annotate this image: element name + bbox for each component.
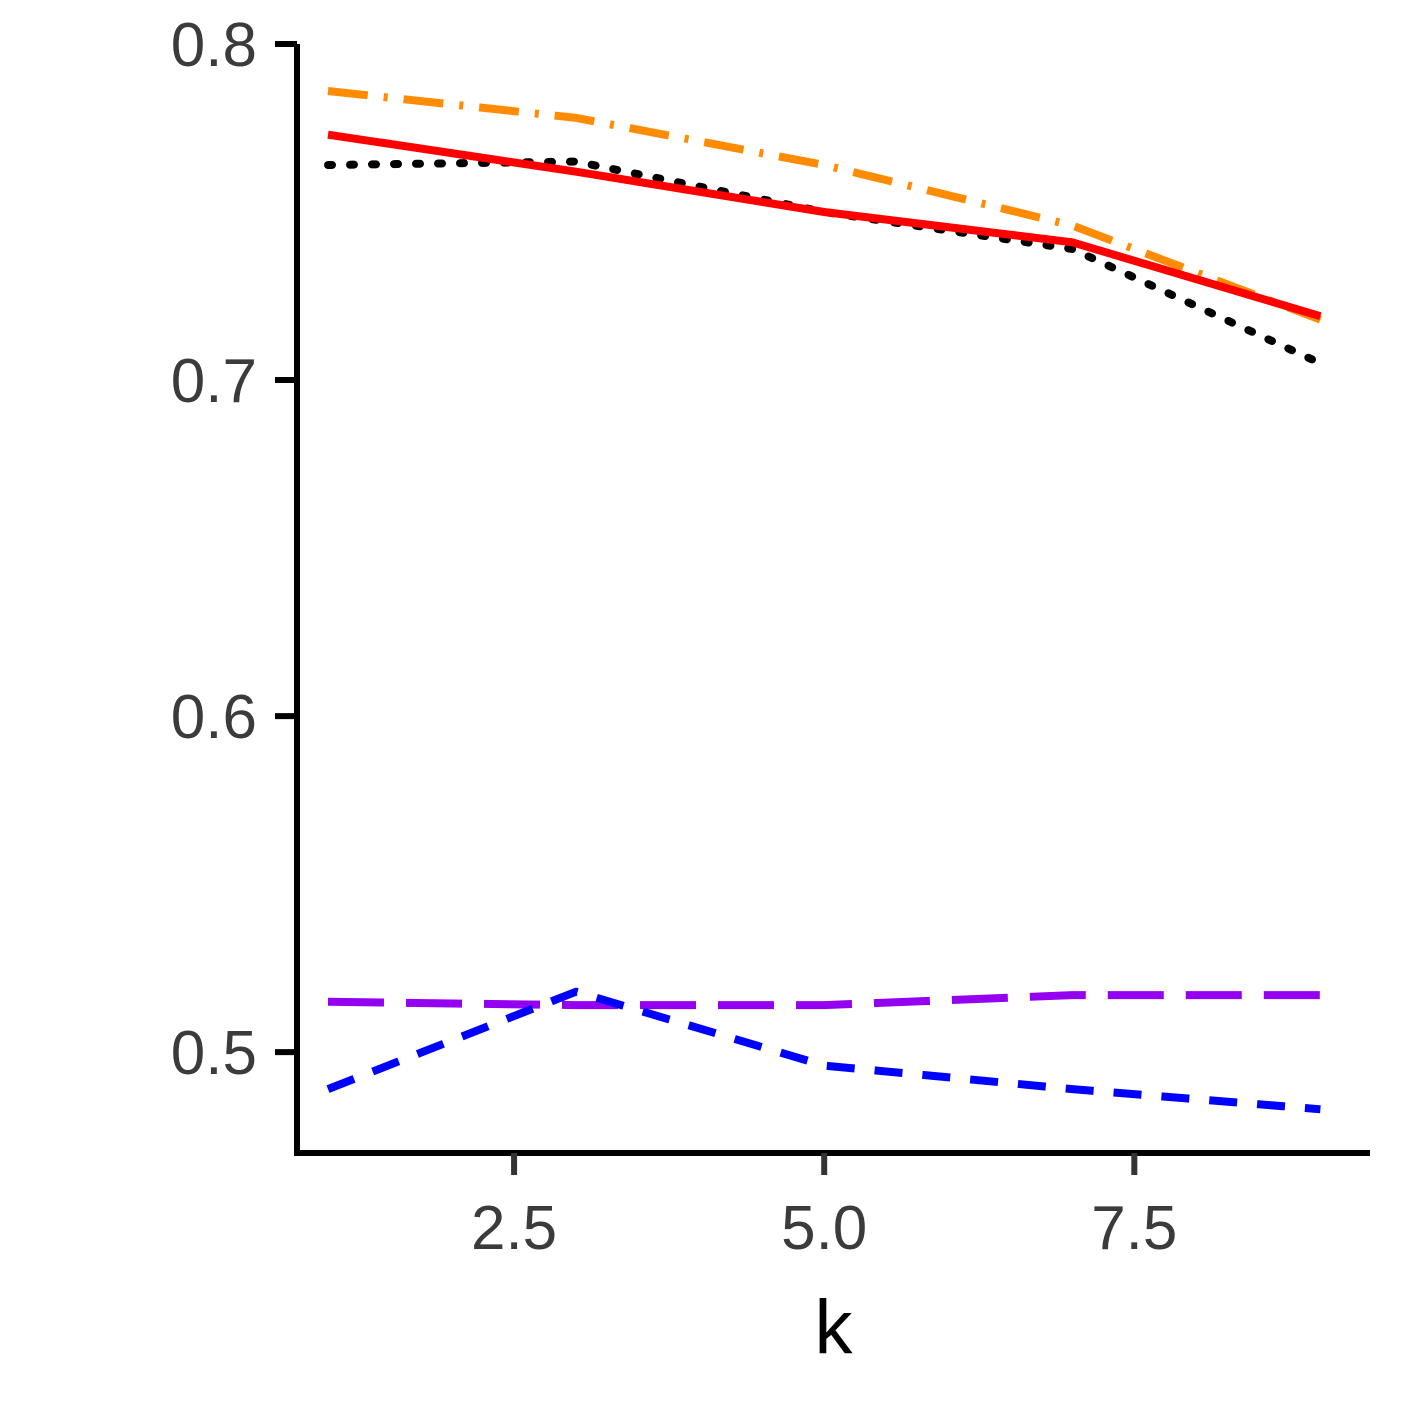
- y-tick-label: 0.7: [171, 347, 257, 416]
- series-line-solid: [327, 130, 1322, 321]
- series-line-dotted: [324, 157, 1325, 368]
- axes-layer: [294, 44, 1370, 1156]
- x-tick-label: 5.0: [781, 1194, 867, 1263]
- y-tick-label: 0.6: [171, 683, 257, 752]
- ticks-layer: 0.5 0.6 0.7 0.8 2.5 5.0 7.5: [171, 11, 1178, 1263]
- x-tick-label: 2.5: [471, 1194, 557, 1263]
- x-axis-title: k: [815, 1285, 854, 1370]
- y-tick-label: 0.8: [171, 11, 257, 80]
- series-line-dashed: [326, 987, 1321, 1114]
- series-line-longdash: [327, 991, 1321, 1010]
- y-tick-label: 0.5: [171, 1019, 257, 1088]
- series-layer: [324, 87, 1325, 1114]
- series-line-dashdot: [327, 87, 1322, 324]
- x-tick-label: 7.5: [1091, 1194, 1177, 1263]
